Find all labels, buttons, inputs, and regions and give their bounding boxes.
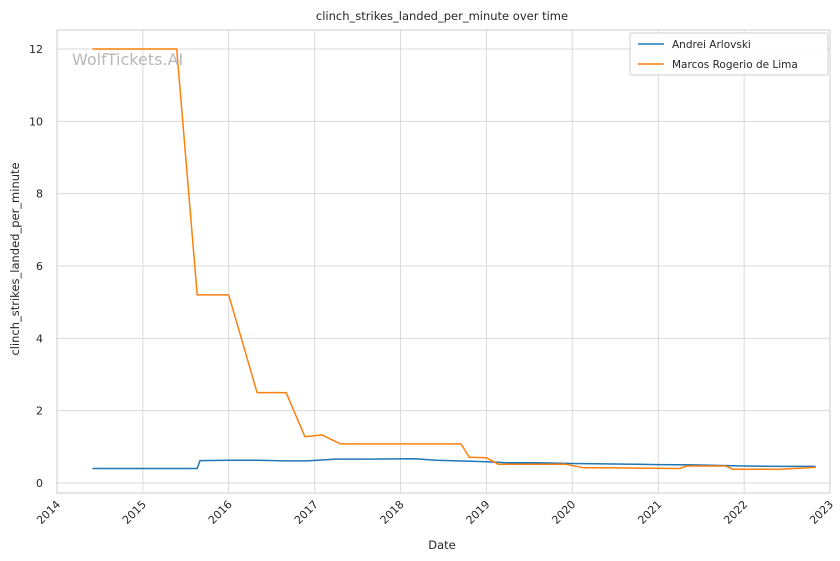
chart-title: clinch_strikes_landed_per_minute over ti… bbox=[316, 9, 568, 23]
y-axis-label: clinch_strikes_landed_per_minute bbox=[8, 162, 22, 355]
legend-label-marcos-rogerio-de-lima: Marcos Rogerio de Lima bbox=[672, 59, 798, 71]
legend: Andrei Arlovski Marcos Rogerio de Lima bbox=[629, 32, 829, 76]
plot-frame bbox=[56, 29, 831, 494]
y-tick-label: 10 bbox=[29, 115, 43, 128]
y-tick-label: 2 bbox=[36, 405, 43, 418]
y-tick-label: 4 bbox=[36, 332, 43, 345]
legend-label-andrei-arlovski: Andrei Arlovski bbox=[672, 39, 751, 51]
y-tick-label: 8 bbox=[36, 188, 43, 201]
watermark: WolfTickets.AI bbox=[72, 50, 183, 69]
series-layer bbox=[92, 48, 816, 471]
y-tick-label: 12 bbox=[29, 43, 43, 56]
y-tick-labels: 0 2 4 6 8 10 12 bbox=[29, 43, 43, 490]
series-line-andrei-arlovski bbox=[92, 458, 816, 470]
grid bbox=[56, 30, 831, 493]
x-axis-label: Date bbox=[428, 538, 456, 552]
y-tick-label: 0 bbox=[36, 477, 43, 490]
series-line-marcos-rogerio-de-lima bbox=[92, 48, 816, 471]
y-tick-label: 6 bbox=[36, 260, 43, 273]
legend-box bbox=[629, 32, 829, 76]
